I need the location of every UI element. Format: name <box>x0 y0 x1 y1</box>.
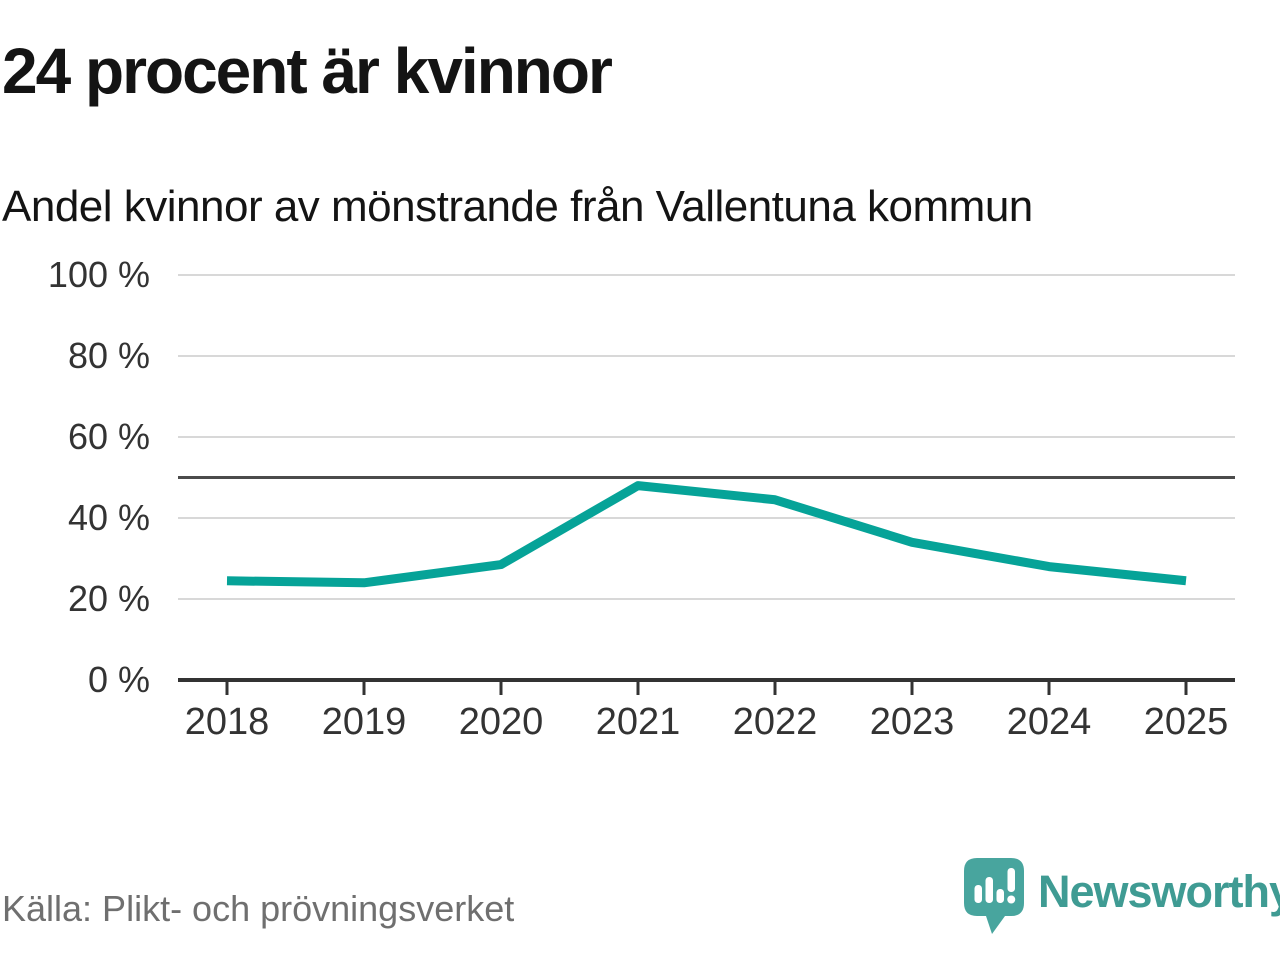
x-axis-label-2018: 2018 <box>184 701 270 743</box>
series-line-andel-kvinnor <box>226 481 1187 588</box>
x-axis-label-2022: 2022 <box>732 701 818 743</box>
y-axis-tick-label-60: 60 % <box>67 416 150 457</box>
logo-bar-3 <box>996 889 1004 903</box>
chart-title: 24 procent är kvinnor <box>2 35 613 107</box>
logo-bar-2 <box>985 877 993 903</box>
y-axis-tick-label-100: 100 % <box>47 254 150 295</box>
y-axis-tick-label-40: 40 % <box>67 497 150 538</box>
y-axis-tick-label-80: 80 % <box>67 335 150 376</box>
chart-subtitle: Andel kvinnor av mönstrande från Vallent… <box>2 182 1033 231</box>
newsworthy-logo-icon <box>964 858 1024 934</box>
x-axis-label-2024: 2024 <box>1006 701 1092 743</box>
x-axis-label-2023: 2023 <box>869 701 955 743</box>
y-axis-tick-label-20: 20 % <box>67 578 150 619</box>
logo-exclamation-stem <box>1007 868 1015 892</box>
y-axis-tick-label-0: 0 % <box>87 659 150 700</box>
x-axis-label-2021: 2021 <box>595 701 681 743</box>
source-caption: Källa: Plikt- och prövningsverket <box>2 888 515 929</box>
newsworthy-logo-text: Newsworthy <box>1038 866 1280 917</box>
logo-bar-1 <box>974 885 982 903</box>
logo-exclamation-dot <box>1007 895 1016 904</box>
logo-speech-bubble <box>964 858 1024 934</box>
x-axis-label-2020: 2020 <box>458 701 544 743</box>
plot-area <box>178 274 1235 695</box>
x-axis-label-2025: 2025 <box>1143 701 1229 743</box>
x-axis-label-2019: 2019 <box>321 701 407 743</box>
